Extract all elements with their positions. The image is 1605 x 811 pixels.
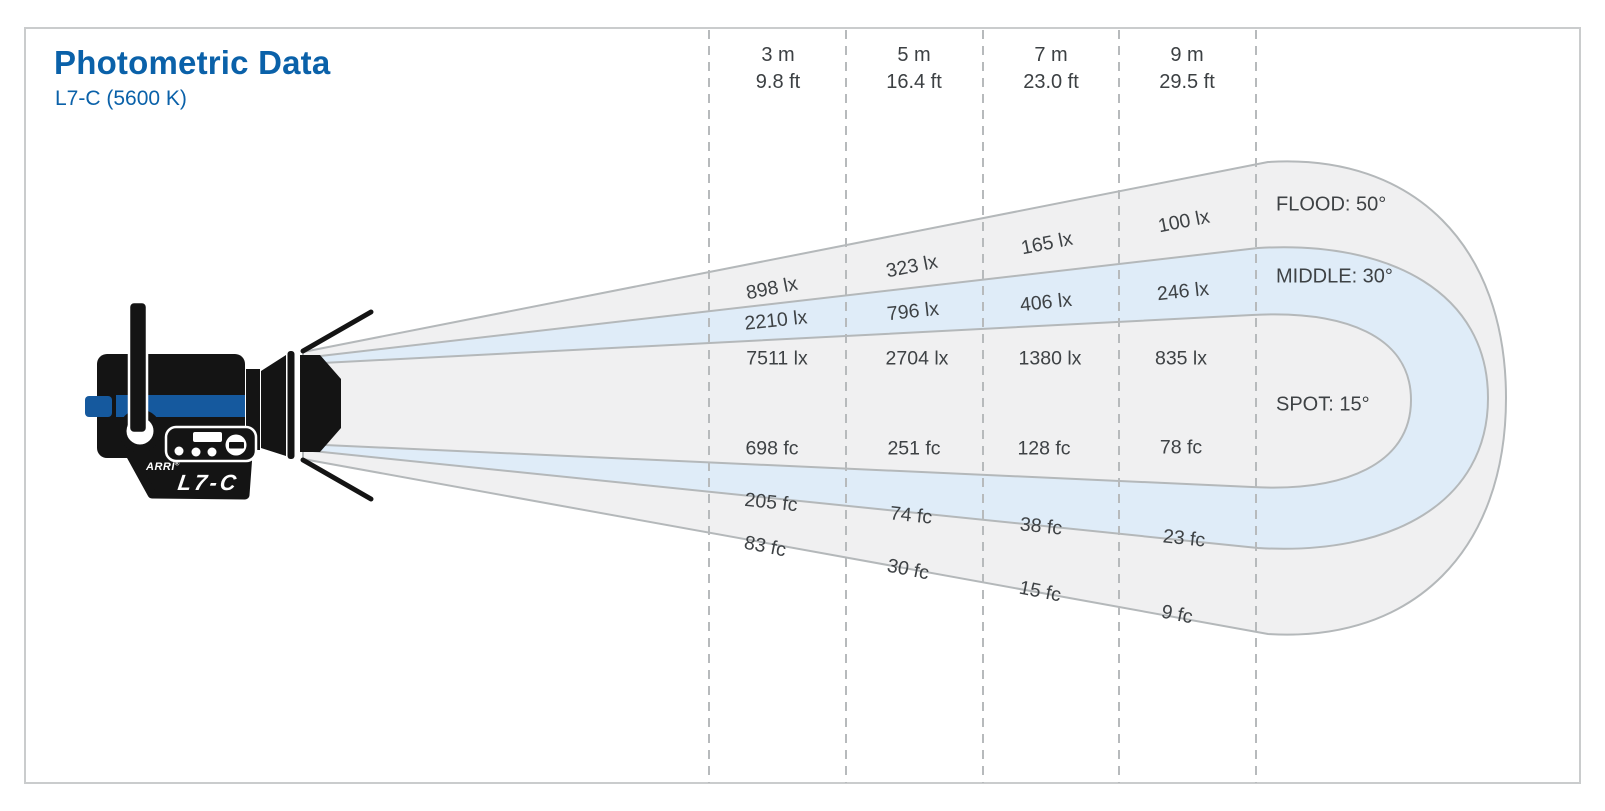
distance-imperial: 9.8 ft [755,71,801,93]
lux-value-spot-9m: 835 lx [1154,347,1208,370]
fc-value-spot-5m: 251 fc [887,437,941,460]
zone-label-flood: FLOOD: 50° [1276,193,1387,216]
lens-shade [300,355,341,452]
spot-beam-shape [302,313,1412,489]
distance-gridlines [708,30,1257,783]
page-subtitle: L7-C (5600 K) [55,87,187,110]
page-title: Photometric Data [54,44,331,81]
encoder-minus-mark [229,442,244,449]
fc-value-spot-7m: 128 fc [1017,437,1071,460]
distance-imperial: 23.0 ft [1023,71,1079,93]
distance-header-5m: 5 m 16.4 ft [886,42,942,96]
distance-header-7m: 7 m 23.0 ft [1023,42,1079,96]
distance-header-9m: 9 m 29.5 ft [1159,42,1215,96]
distance-metric: 9 m [1170,44,1204,66]
distance-header-3m: 3 m 9.8 ft [756,42,800,96]
lens-barrel [261,355,286,456]
fc-value-middle-7m: 38 fc [1018,513,1064,540]
control-panel-button-3 [207,447,217,457]
control-panel-display [193,432,222,442]
control-panel-button-1 [174,446,184,456]
lux-value-spot-7m: 1380 lx [1018,347,1082,370]
fixture-brand-text: ARRI® [146,461,180,473]
fc-value-middle-9m: 23 fc [1161,525,1207,552]
barn-door-frame [287,351,295,459]
zone-label-spot: SPOT: 15° [1276,393,1370,416]
beam-cones [302,160,1507,636]
distance-imperial: 16.4 ft [886,71,942,93]
distance-metric: 5 m [897,44,931,66]
zone-label-middle: MIDDLE: 30° [1276,265,1393,288]
fixture-illustration [85,300,374,502]
fc-value-spot-3m: 698 fc [745,437,799,460]
yoke-handle [127,300,149,435]
barn-door-top-line [300,309,374,354]
brand-name: ARRI [146,461,175,473]
distance-imperial: 29.5 ft [1159,71,1215,93]
distance-metric: 7 m [1034,44,1068,66]
barn-door-bottom-line [300,457,374,502]
distance-metric: 3 m [761,44,795,66]
fixture-model-text: L7-C [176,470,241,495]
control-panel-button-2 [191,447,201,457]
lux-value-spot-5m: 2704 lx [885,347,949,370]
diagram-border [24,27,1581,784]
lux-value-spot-3m: 7511 lx [746,347,808,370]
tilt-lock-knob [85,396,112,417]
fc-value-middle-5m: 74 fc [888,502,934,529]
fc-value-spot-9m: 78 fc [1159,436,1203,459]
registered-mark: ® [174,461,180,468]
